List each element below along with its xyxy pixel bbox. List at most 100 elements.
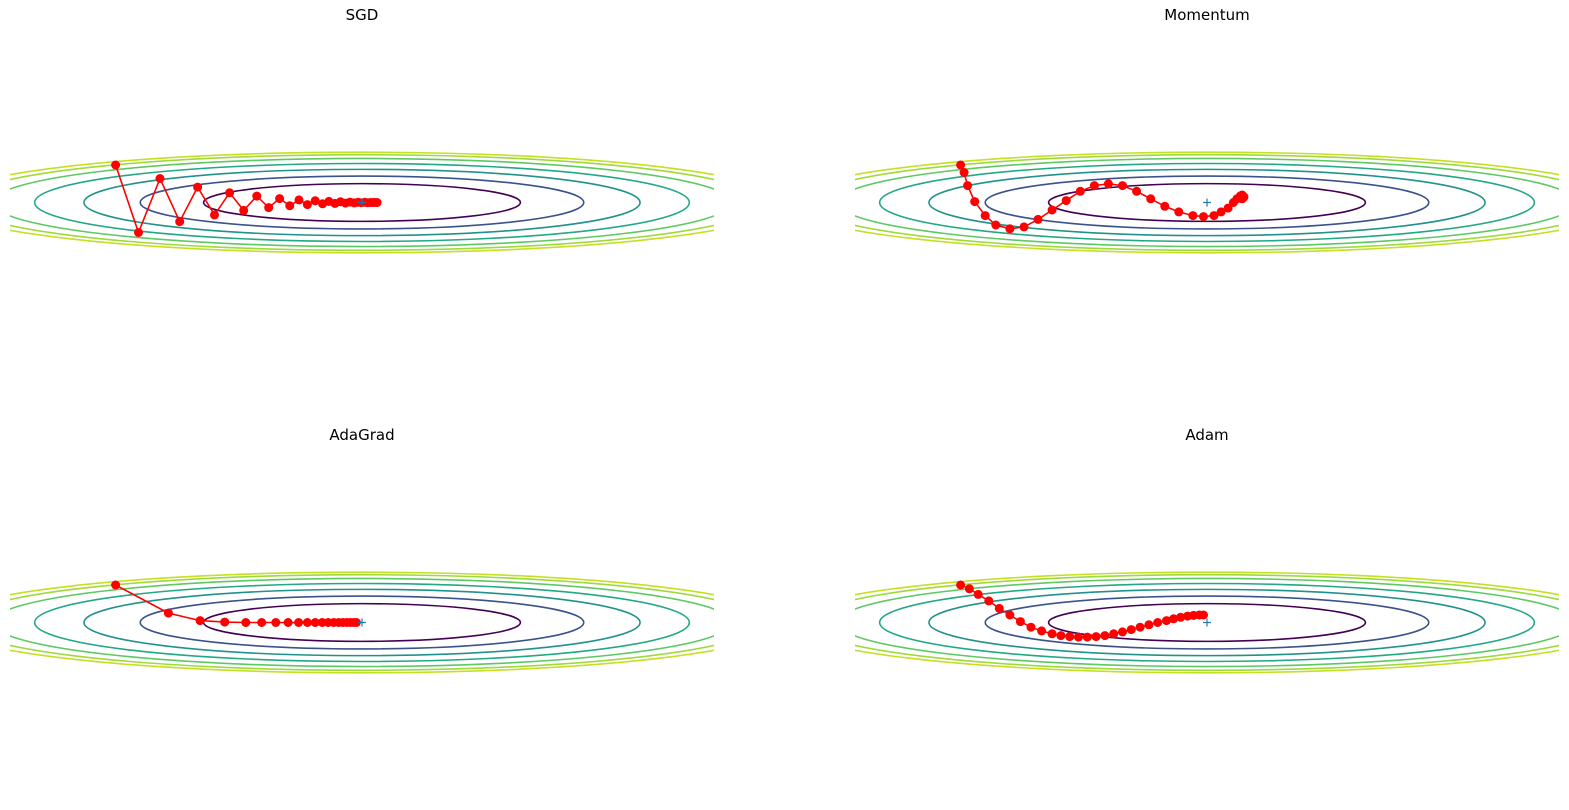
contour-line	[10, 151, 714, 254]
contour-line	[928, 588, 1486, 657]
optimizer-path-point	[225, 188, 235, 198]
optimizer-path-point	[1019, 222, 1029, 232]
chart-panel-sgd: SGD	[10, 0, 714, 390]
optimizer-path-point	[1091, 632, 1101, 642]
optimizer-path-point	[1109, 629, 1119, 639]
contour-line	[83, 168, 641, 237]
optimizer-path-point	[283, 618, 293, 627]
optimizer-path-point	[1135, 622, 1145, 632]
optimizer-path-point	[264, 203, 274, 213]
optimizer-path-point	[1162, 616, 1171, 626]
chart-title: Adam	[1185, 426, 1229, 444]
optimizer-path-point	[134, 228, 143, 237]
optimizer-path-point	[241, 618, 251, 627]
optimizer-path-point	[1047, 629, 1057, 639]
optimizer-path-point	[163, 608, 173, 618]
optimizer-path-point	[1199, 212, 1208, 222]
contour-line	[928, 168, 1486, 237]
optimizer-path-point	[1082, 632, 1092, 642]
chart-panel-adam: Adam	[855, 420, 1559, 810]
optimizer-path-point	[1074, 632, 1083, 642]
optimizer-path-point	[1089, 181, 1099, 191]
optimizer-path-point	[1199, 610, 1208, 620]
optimizer-path-point	[310, 618, 320, 627]
contour-line	[855, 153, 1559, 252]
optimizer-path-point	[1118, 181, 1127, 191]
chart-panel-momentum: Momentum	[855, 0, 1559, 390]
optimizer-path-point	[193, 182, 203, 192]
contour-line	[139, 175, 585, 230]
minimum-marker	[1203, 618, 1211, 627]
contour-line	[10, 571, 714, 674]
contour-line	[33, 162, 691, 243]
optimizer-path-point	[1126, 625, 1136, 635]
optimizer-path-point	[1153, 618, 1163, 627]
contour-group	[855, 571, 1559, 674]
chart-title: Momentum	[1164, 6, 1250, 24]
optimizer-path-point	[1118, 627, 1127, 637]
contour-line	[855, 151, 1559, 254]
contour-line	[855, 577, 1559, 668]
optimizer-path-point	[1026, 622, 1036, 632]
minimum-marker	[1203, 198, 1211, 207]
contour-line	[33, 582, 691, 663]
optimizer-path-point	[1015, 617, 1025, 627]
contour-line	[984, 595, 1430, 650]
optimizer-path-point	[1169, 614, 1179, 624]
optimizer-path-point	[111, 580, 121, 590]
optimizer-path-point	[271, 618, 281, 627]
optimizer-path-point	[1075, 186, 1085, 196]
optimizer-path-point	[984, 596, 994, 606]
optimizer-path-point	[1005, 610, 1015, 620]
contour-line	[878, 162, 1536, 243]
optimizer-path-point	[1216, 207, 1226, 217]
optimizer-path-point	[1223, 203, 1233, 213]
chart-adam-svg	[855, 571, 1559, 674]
optimizer-path-point	[994, 603, 1004, 613]
optimizer-path-point	[1061, 196, 1071, 206]
optimizer-path-point	[1103, 179, 1113, 189]
optimizer-path-point	[963, 181, 973, 191]
optimizer-path-point	[964, 584, 974, 594]
chart-sgd-svg	[10, 151, 714, 254]
optimizer-path-point	[1047, 205, 1057, 215]
optimizer-path-point	[175, 217, 185, 227]
optimizer-path-point	[310, 196, 320, 206]
optimizer-path-point	[1144, 620, 1154, 630]
optimizer-path-point	[1188, 211, 1198, 221]
optimizer-path-point	[252, 191, 262, 201]
optimizer-path-point	[285, 201, 295, 211]
optimizer-path-point	[1100, 631, 1110, 641]
optimizer-path-point	[980, 211, 990, 221]
optimizer-path-point	[257, 618, 267, 627]
optimizer-path-point	[210, 210, 219, 220]
optimizer-path-point	[372, 198, 382, 207]
optimizer-path-point	[1160, 201, 1170, 211]
contour-line	[10, 573, 714, 672]
optimizer-path-point	[956, 160, 966, 170]
optimizer-path-point	[956, 580, 966, 590]
optimizer-path-point	[155, 174, 165, 183]
contour-group	[855, 151, 1559, 254]
optimizer-path-point	[220, 617, 230, 627]
optimizer-path-point	[1056, 631, 1066, 641]
optimizer-path-point	[302, 618, 312, 627]
optimizer-path-point	[959, 168, 969, 177]
optimizer-path-point	[294, 195, 304, 205]
contour-line	[855, 157, 1559, 248]
contour-line	[984, 175, 1430, 230]
contour-line	[139, 595, 585, 650]
contour-group	[10, 571, 714, 674]
optimizer-path-point	[1033, 214, 1043, 224]
minimum-marker	[358, 618, 366, 627]
contour-line	[1047, 182, 1367, 223]
optimizer-path-point	[111, 160, 121, 170]
optimizer-path-point	[351, 618, 361, 627]
optimizer-path-point	[1065, 632, 1075, 642]
optimizer-path-point	[294, 618, 304, 627]
contour-line	[855, 573, 1559, 672]
optimizer-path-point	[1037, 626, 1047, 636]
contour-line	[83, 588, 641, 657]
optimizer-path-point	[970, 197, 980, 207]
optimizer-path-point	[1237, 194, 1247, 204]
